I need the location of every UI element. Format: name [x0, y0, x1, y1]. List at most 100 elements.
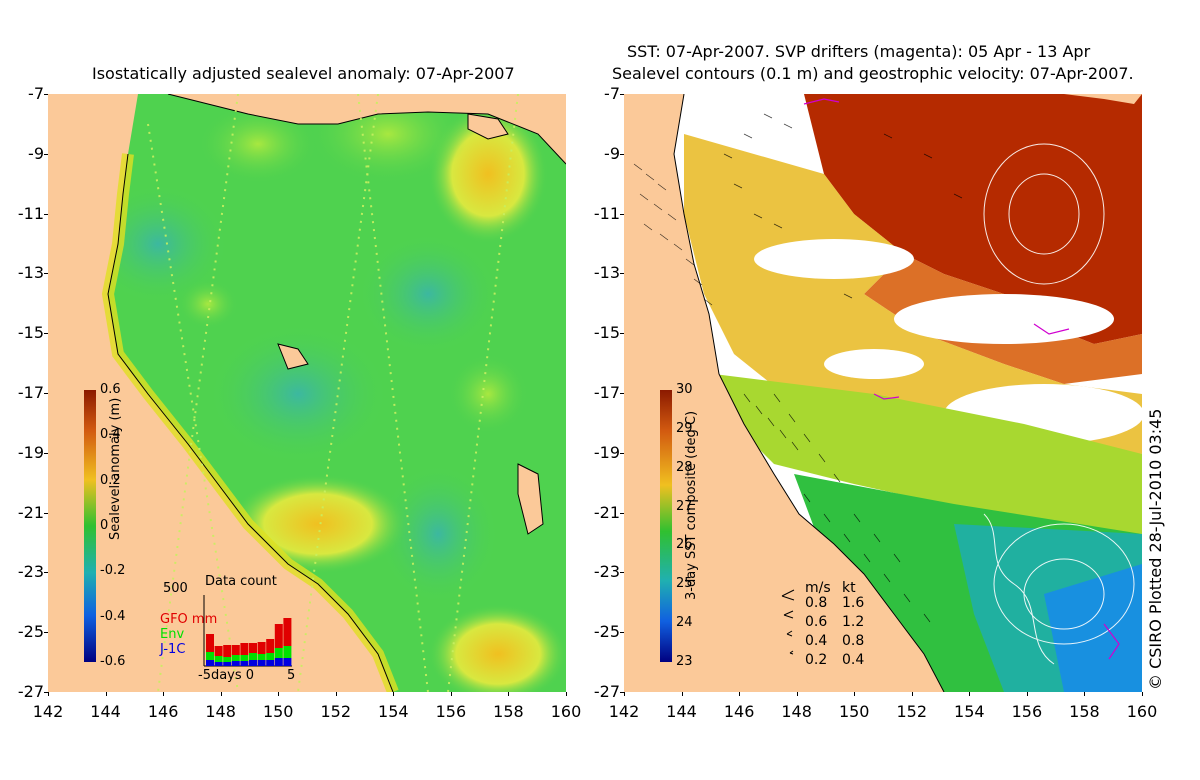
data-count-chart [203, 595, 292, 667]
right-lon-tick [1084, 692, 1086, 696]
right-lon-tick [624, 692, 625, 696]
left-lon-label: 154 [378, 702, 409, 721]
velocity-arrows [633, 113, 963, 623]
right-lat-tick [620, 632, 624, 634]
right-colorbar-tick-label: 25 [676, 576, 693, 592]
sealevel-contours [983, 143, 1135, 665]
left-lat-tick [44, 333, 48, 335]
data-count-bar [274, 658, 283, 666]
data-count-bar [240, 643, 249, 655]
data-count-max: 500 [163, 581, 188, 596]
left-lat-label: -27 [17, 682, 44, 701]
right-lon-tick [854, 692, 856, 696]
left-lat-tick [44, 692, 48, 693]
right-lat-label: -21 [593, 502, 620, 522]
data-count-bar [214, 662, 223, 666]
left-lon-tick [566, 692, 567, 696]
right-lat-tick [620, 94, 624, 95]
velocity-legend-header-kt: kt [842, 580, 856, 596]
velocity-legend-ms: 0.2 [805, 652, 828, 668]
right-lat-tick [620, 692, 624, 693]
left-colorbar-tick-label: -0.2 [100, 563, 126, 579]
data-count-bar [206, 634, 214, 652]
sst-map [624, 94, 1142, 692]
left-lat-tick [44, 273, 48, 275]
data-count-legend-gfo: GFO mm [160, 612, 218, 627]
right-lon-tick [681, 692, 683, 696]
left-lon-tick [450, 692, 452, 696]
right-lat-tick [620, 153, 624, 155]
right-lat-tick [620, 213, 624, 215]
left-lat-label: -15 [17, 323, 44, 343]
data-count-bar [274, 624, 283, 648]
right-lat-label: -13 [593, 263, 620, 283]
data-count-legend-j1c: J-1C [160, 642, 186, 657]
data-count-bar [223, 645, 232, 657]
data-count-bar [266, 653, 275, 660]
right-lon-label: 144 [666, 702, 697, 721]
sealevel-anomaly-map [48, 94, 566, 692]
left-colorbar-tick-label: 0.2 [100, 472, 121, 488]
copyright-text: © CSIRO Plotted 28-Jul-2010 03:45 [1146, 408, 1165, 690]
left-lat-label: -23 [17, 562, 44, 582]
left-colorbar-tick-label: -0.4 [100, 608, 126, 624]
right-lon-tick [1026, 692, 1028, 696]
left-lon-tick [508, 692, 510, 696]
left-lon-label: 146 [147, 702, 179, 721]
sealevel-map-svg [48, 94, 566, 692]
left-lon-tick [48, 692, 49, 696]
right-colorbar-tick-label: 26 [676, 537, 693, 553]
left-map-title: Isostatically adjusted sealevel anomaly:… [92, 64, 515, 83]
left-lat-tick [44, 452, 48, 454]
right-map-title-line2: Sealevel contours (0.1 m) and geostrophi… [612, 64, 1134, 83]
left-lon-tick [105, 692, 107, 696]
left-lon-tick [335, 692, 337, 696]
data-count-bar [231, 655, 240, 661]
right-lon-label: 142 [608, 702, 640, 721]
data-count-bar [249, 660, 257, 666]
data-count-bar [266, 660, 275, 666]
left-lat-tick [44, 632, 48, 634]
left-colorbar-tick-label: -0.6 [100, 654, 126, 669]
left-colorbar-tick-label: 0.4 [100, 427, 121, 443]
right-lon-label: 152 [896, 702, 928, 721]
right-lat-tick [620, 572, 624, 574]
left-colorbar-tick-label: 0.6 [100, 382, 121, 397]
right-map-title-line1: SST: 07-Apr-2007. SVP drifters (magenta)… [627, 42, 1091, 61]
left-lat-tick [44, 213, 48, 215]
left-lon-label: 156 [435, 702, 467, 721]
left-lon-tick [393, 692, 395, 696]
right-lat-label: -17 [593, 383, 620, 402]
right-lon-label: 160 [1126, 702, 1158, 721]
data-count-bar [223, 662, 232, 666]
left-lon-label: 148 [205, 702, 236, 721]
right-colorbar-tick-label: 24 [676, 615, 693, 631]
right-colorbar-tick-label: 27 [676, 498, 693, 514]
left-lat-tick [44, 94, 48, 95]
data-count-bar [283, 618, 292, 646]
data-count-axis-end: 5 [287, 668, 296, 683]
data-count-bar [249, 653, 257, 660]
velocity-legend-ms: 0.6 [805, 614, 828, 630]
velocity-legend-kt: 1.2 [842, 614, 865, 630]
left-lon-label: 152 [320, 702, 352, 721]
data-count-bar [257, 660, 266, 666]
left-lon-label: 160 [550, 702, 582, 721]
left-lon-tick [278, 692, 280, 696]
left-lat-label: -17 [17, 383, 44, 402]
data-count-legend-env: Env [160, 627, 185, 642]
velocity-legend-ms: 0.4 [805, 633, 828, 649]
data-count-bar [231, 661, 240, 666]
velocity-legend-header-ms: m/s [805, 580, 831, 596]
right-lon-label: 148 [781, 702, 812, 721]
data-count-bar [231, 645, 240, 655]
right-lat-label: -15 [593, 323, 620, 343]
data-count-bar [257, 654, 266, 660]
left-lon-label: 150 [262, 702, 294, 721]
data-count-bar [249, 643, 257, 653]
left-lat-tick [44, 572, 48, 574]
left-lat-label: -21 [17, 502, 44, 522]
right-lon-tick [1142, 692, 1143, 696]
velocity-legend-arrows [781, 589, 795, 655]
left-lat-label: -11 [17, 203, 44, 223]
